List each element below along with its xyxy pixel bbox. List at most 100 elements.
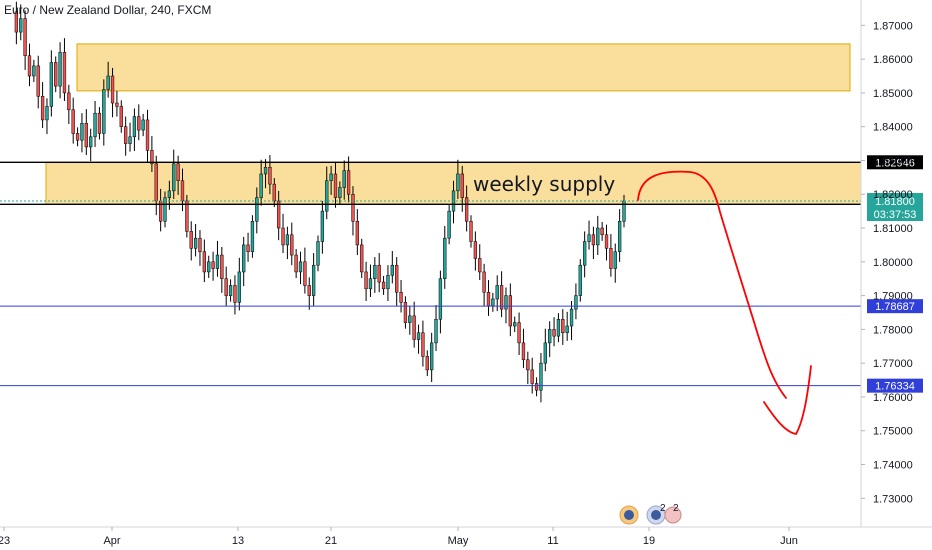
candle-body (399, 291, 403, 303)
price-tick-label: 1.73000 (873, 493, 913, 505)
candle-body (381, 281, 386, 290)
price-tick-label: 1.83000 (873, 155, 913, 167)
candle-body (430, 342, 434, 371)
candle-body (504, 295, 508, 310)
current-price-label: 1.81800 (875, 196, 915, 208)
candle-body (495, 285, 499, 300)
candle-body (421, 332, 425, 357)
candle-body (591, 234, 596, 246)
candle-body (486, 291, 491, 306)
candle-body (325, 180, 329, 212)
candle-body (316, 241, 320, 266)
candle-body (237, 271, 241, 303)
candle-body (574, 295, 578, 310)
candle-body (491, 298, 495, 306)
price-tag (867, 299, 923, 314)
time-axis[interactable]: 23 Apr 13 21 May 11 19 Jun (0, 527, 798, 547)
price-axis[interactable]: 1.87000 1.86000 1.85000 1.84000 1.83000 1.820… (861, 20, 913, 505)
price-tick-label: 1.82000 (873, 189, 913, 201)
event-icon[interactable] (664, 506, 682, 524)
candle-body (447, 210, 451, 239)
candle-body (272, 183, 276, 202)
candle-body (224, 278, 228, 296)
candle-body (62, 52, 67, 94)
candle-body (416, 332, 421, 340)
candle-body (45, 106, 49, 121)
candle-body (285, 234, 290, 246)
candle-body (360, 244, 364, 273)
candle-body (526, 359, 530, 371)
candle-body (556, 318, 561, 337)
candle-body (115, 102, 119, 107)
candle-body (521, 342, 526, 361)
candle-body (93, 112, 97, 138)
candle-body (617, 221, 622, 252)
candle-body (84, 123, 88, 148)
candle-body (67, 92, 71, 111)
candle-body (290, 234, 294, 256)
candle-body (395, 264, 399, 293)
candle-body (202, 251, 206, 273)
candle-body (128, 136, 132, 144)
candle-body (189, 231, 193, 249)
candle-body (259, 173, 263, 198)
candle-body (386, 275, 390, 290)
price-tag (867, 155, 923, 170)
candle-body (193, 237, 198, 249)
price-tick-label: 1.87000 (873, 20, 913, 32)
candle-body (408, 315, 412, 323)
candlestick-series (14, 1, 626, 403)
price-tick-label: 1.76000 (873, 392, 913, 404)
candle-body (180, 180, 185, 202)
candle-body (207, 261, 211, 273)
candle-body (145, 119, 150, 151)
candle-body (333, 173, 338, 198)
candle-body (338, 187, 342, 198)
candle-body (97, 112, 102, 134)
candle-body (220, 254, 224, 279)
candle-body (154, 163, 158, 202)
price-tick-label: 1.74000 (873, 460, 913, 472)
candle-body (23, 18, 27, 56)
price-tick-label: 1.77000 (873, 358, 913, 370)
candle-body (185, 200, 189, 232)
price-tick-label: 1.84000 (873, 122, 913, 134)
candle-body (320, 210, 325, 242)
price-tag (867, 378, 923, 393)
price-tag-label: 1.82946 (875, 157, 915, 169)
candle-body (613, 251, 617, 269)
flag-icon (624, 510, 634, 520)
upper-supply-zone (76, 43, 851, 92)
chart-title: Euro / New Zealand Dollar, 240, FXCM (4, 3, 211, 17)
weekly-supply-annotation: weekly supply (473, 172, 615, 196)
current-price-tag (867, 193, 923, 222)
candle-body (377, 264, 381, 283)
candle-body (499, 285, 504, 310)
time-tick-label: May (448, 535, 469, 547)
time-tick-label: Jun (780, 535, 798, 547)
candle-body (600, 227, 604, 236)
event-markers[interactable]: 2 2 (619, 503, 682, 525)
price-tag-label: 1.78687 (875, 301, 915, 313)
time-tick-label: 21 (325, 535, 337, 547)
candle-body (54, 62, 58, 87)
candle-body (246, 244, 250, 252)
candle-body (543, 342, 547, 364)
bar-countdown: 03:37:53 (874, 209, 917, 221)
candle-body (368, 278, 373, 290)
price-tick-label: 1.85000 (873, 88, 913, 100)
candle-body (58, 52, 62, 87)
candle-body (539, 362, 543, 391)
candle-body (277, 200, 281, 229)
candle-body (27, 55, 32, 77)
candle-body (438, 278, 443, 320)
flag-icon (651, 510, 661, 520)
candle-body (14, 11, 19, 33)
candle-body (578, 264, 582, 296)
candle-body (167, 190, 172, 198)
candle-body (351, 193, 355, 222)
candle-body (478, 258, 482, 273)
candle-body (460, 173, 464, 198)
candle-body (32, 65, 36, 77)
